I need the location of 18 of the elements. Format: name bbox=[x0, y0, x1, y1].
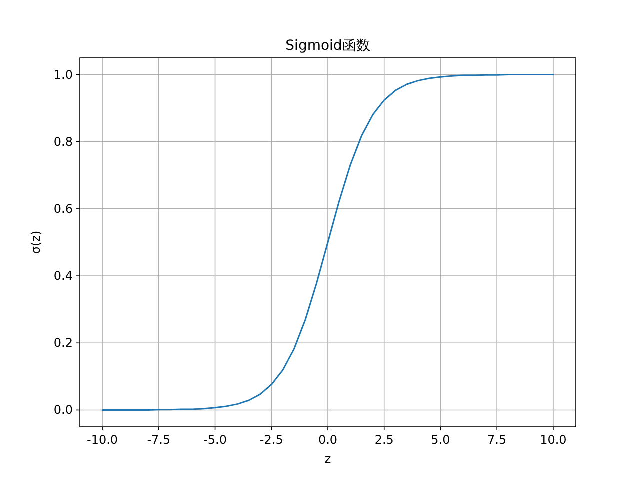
x-tick-label: 10.0 bbox=[540, 433, 567, 447]
y-tick-label: 0.6 bbox=[54, 202, 73, 216]
y-tick-label: 1.0 bbox=[54, 68, 73, 82]
x-tick-label: -10.0 bbox=[87, 433, 118, 447]
y-tick-label: 0.8 bbox=[54, 134, 73, 149]
x-tick-label: 0.0 bbox=[318, 433, 338, 447]
x-axis-title: z bbox=[324, 452, 332, 466]
x-tick-label: 2.5 bbox=[374, 433, 394, 447]
x-tick-label: -5.0 bbox=[204, 433, 227, 447]
y-tick-label: 0.0 bbox=[54, 403, 73, 418]
x-tick-label: -2.5 bbox=[260, 433, 284, 447]
x-tick-label: 5.0 bbox=[431, 433, 450, 447]
chart-title: Sigmoid函数 bbox=[286, 38, 370, 54]
x-tick-label: 7.5 bbox=[488, 433, 507, 447]
y-tick-label: 0.4 bbox=[54, 269, 73, 284]
y-tick-label: 0.2 bbox=[54, 336, 73, 350]
y-axis-title: σ(z) bbox=[29, 230, 43, 254]
x-tick-label: -7.5 bbox=[147, 433, 171, 447]
